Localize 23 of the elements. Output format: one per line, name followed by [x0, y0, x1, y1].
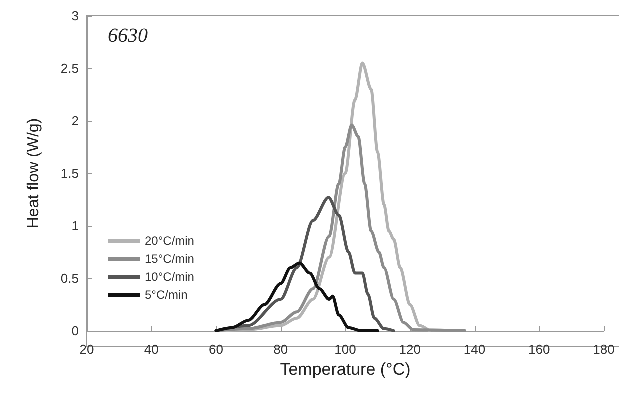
legend-label: 10°C/min	[145, 270, 194, 284]
annotation: 6630	[108, 25, 148, 47]
y-tick-label: 0	[72, 324, 79, 338]
x-tick-label: 140	[464, 342, 486, 357]
x-tick-label: 60	[209, 342, 224, 357]
x-tick-label: 100	[334, 342, 356, 357]
y-axis-title: Heat flow (W/g)	[26, 118, 42, 229]
x-tick-label: 20	[80, 342, 94, 357]
x-tick-label: 180	[593, 342, 615, 357]
legend-label: 5°C/min	[145, 288, 188, 302]
y-tick-label: 2.5	[60, 61, 79, 76]
x-tick-label: 40	[144, 342, 159, 357]
y-tick-label: 1.5	[60, 166, 79, 181]
x-tick-label: 160	[528, 342, 550, 357]
x-tick-label: 120	[399, 342, 421, 357]
y-tick-label: 3	[72, 8, 79, 24]
y-tick-label: 2	[72, 114, 79, 128]
legend-label: 20°C/min	[145, 234, 194, 248]
x-axis-title: Temperature (°C)	[280, 360, 411, 379]
y-tick-label: 1	[72, 218, 79, 234]
x-tick-label: 80	[274, 342, 288, 357]
legend-label: 15°C/min	[145, 252, 194, 266]
y-tick-label: 0.5	[60, 271, 79, 286]
